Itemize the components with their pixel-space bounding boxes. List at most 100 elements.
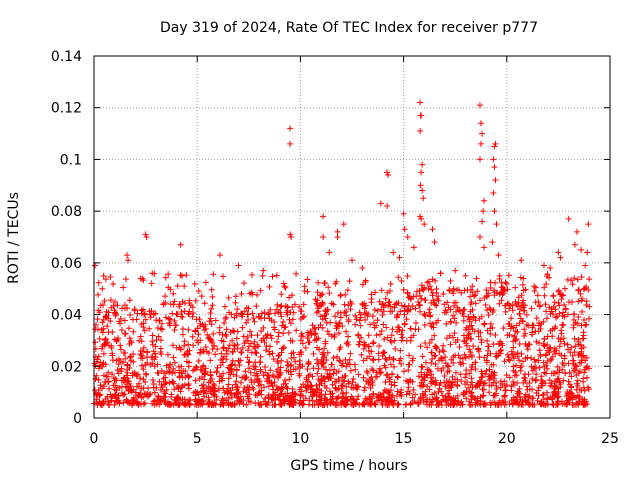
data-point bbox=[522, 286, 529, 293]
data-point bbox=[243, 389, 250, 396]
data-point bbox=[547, 357, 554, 364]
data-point bbox=[128, 386, 135, 393]
data-point bbox=[125, 257, 132, 264]
data-point bbox=[437, 270, 444, 277]
data-point bbox=[372, 401, 379, 408]
data-point bbox=[238, 349, 245, 356]
data-point bbox=[468, 322, 475, 329]
data-point bbox=[142, 316, 149, 323]
data-point bbox=[505, 320, 512, 327]
data-point bbox=[102, 313, 109, 320]
data-point bbox=[544, 341, 551, 348]
data-point bbox=[305, 358, 312, 365]
data-point bbox=[401, 320, 408, 327]
data-point bbox=[271, 324, 278, 331]
data-point bbox=[370, 356, 377, 363]
data-point bbox=[149, 332, 156, 339]
data-point bbox=[584, 249, 591, 256]
data-point bbox=[525, 371, 532, 378]
data-point bbox=[367, 321, 374, 328]
y-tick-label: 0.08 bbox=[51, 204, 82, 220]
data-point bbox=[301, 313, 308, 320]
data-point bbox=[579, 295, 586, 302]
data-point bbox=[215, 387, 222, 394]
data-point bbox=[382, 355, 389, 362]
data-point bbox=[468, 375, 475, 382]
data-point bbox=[467, 308, 474, 315]
data-point bbox=[442, 396, 449, 403]
data-point bbox=[428, 349, 435, 356]
data-point bbox=[429, 391, 436, 398]
data-point bbox=[442, 353, 449, 360]
data-point bbox=[248, 332, 255, 339]
data-point bbox=[546, 304, 553, 311]
data-point bbox=[185, 374, 192, 381]
data-point bbox=[418, 295, 425, 302]
data-point bbox=[558, 296, 565, 303]
data-point bbox=[152, 310, 159, 317]
data-point bbox=[581, 366, 588, 373]
data-point bbox=[378, 397, 385, 404]
data-point bbox=[498, 346, 505, 353]
data-point bbox=[315, 365, 322, 372]
data-point bbox=[487, 320, 494, 327]
data-point bbox=[548, 356, 555, 363]
data-point bbox=[433, 302, 440, 309]
data-point bbox=[564, 341, 571, 348]
data-point bbox=[337, 309, 344, 316]
data-point bbox=[568, 373, 575, 380]
data-point bbox=[247, 369, 254, 376]
data-point bbox=[322, 340, 329, 347]
data-point bbox=[517, 396, 524, 403]
data-point bbox=[138, 362, 145, 369]
data-point bbox=[233, 373, 240, 380]
data-point bbox=[528, 355, 535, 362]
data-point bbox=[355, 393, 362, 400]
data-point bbox=[127, 382, 134, 389]
data-point bbox=[401, 307, 408, 314]
data-point bbox=[343, 328, 350, 335]
data-point bbox=[432, 361, 439, 368]
data-point bbox=[506, 357, 513, 364]
data-point bbox=[271, 379, 278, 386]
data-point bbox=[298, 388, 305, 395]
data-point bbox=[185, 382, 192, 389]
data-point bbox=[223, 326, 230, 333]
data-point bbox=[167, 316, 174, 323]
data-point bbox=[365, 343, 372, 350]
data-point bbox=[262, 364, 269, 371]
data-point bbox=[158, 320, 165, 327]
data-point bbox=[529, 375, 536, 382]
data-point bbox=[482, 371, 489, 378]
data-point bbox=[197, 346, 204, 353]
data-point bbox=[578, 387, 585, 394]
data-point bbox=[329, 398, 336, 405]
data-point bbox=[525, 322, 532, 329]
data-point bbox=[510, 344, 517, 351]
data-point bbox=[202, 279, 209, 286]
data-point bbox=[541, 292, 548, 299]
data-point bbox=[575, 395, 582, 402]
data-point bbox=[225, 294, 232, 301]
data-point bbox=[345, 302, 352, 309]
data-point bbox=[122, 302, 129, 309]
data-point bbox=[345, 380, 352, 387]
data-point bbox=[583, 321, 590, 328]
data-point bbox=[505, 354, 512, 361]
data-point bbox=[140, 376, 147, 383]
data-point bbox=[100, 272, 107, 279]
data-point bbox=[130, 397, 137, 404]
data-point bbox=[166, 379, 173, 386]
data-point bbox=[231, 345, 238, 352]
data-point bbox=[557, 384, 564, 391]
data-point bbox=[170, 365, 177, 372]
data-point bbox=[417, 182, 424, 189]
data-point bbox=[424, 372, 431, 379]
data-point bbox=[120, 374, 127, 381]
data-point bbox=[410, 332, 417, 339]
data-point bbox=[504, 286, 511, 293]
data-point bbox=[267, 306, 274, 313]
data-point bbox=[143, 234, 150, 240]
data-point bbox=[560, 335, 567, 342]
data-point bbox=[319, 299, 326, 306]
